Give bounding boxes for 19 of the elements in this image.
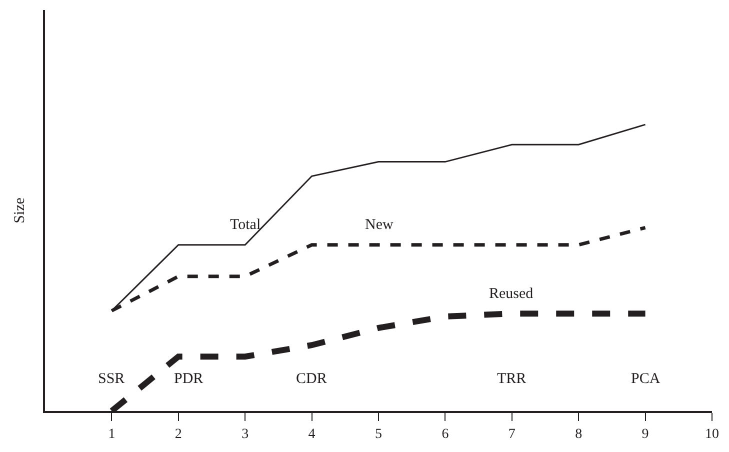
x-tick-label: 2	[174, 426, 182, 442]
x-tick-label: 3	[242, 426, 249, 442]
x-tick-label: 10	[705, 426, 719, 442]
annotation: PCA	[631, 371, 660, 387]
series-label: Total	[230, 217, 261, 233]
x-tick-label: 6	[442, 426, 449, 442]
x-tick-label: 8	[575, 426, 582, 442]
x-tick-label: 4	[308, 426, 316, 442]
annotation: CDR	[296, 371, 327, 387]
y-axis-title: Size	[12, 197, 28, 224]
x-tick-label: 5	[375, 426, 382, 442]
x-tick-label: 1	[108, 426, 116, 442]
series-label: New	[365, 217, 394, 233]
annotation: TRR	[497, 371, 526, 387]
series-label: Reused	[489, 286, 534, 302]
annotation: SSR	[98, 371, 125, 387]
annotation: PDR	[174, 371, 204, 387]
x-tick-label: 7	[508, 426, 516, 442]
x-tick-label: 9	[642, 426, 649, 442]
